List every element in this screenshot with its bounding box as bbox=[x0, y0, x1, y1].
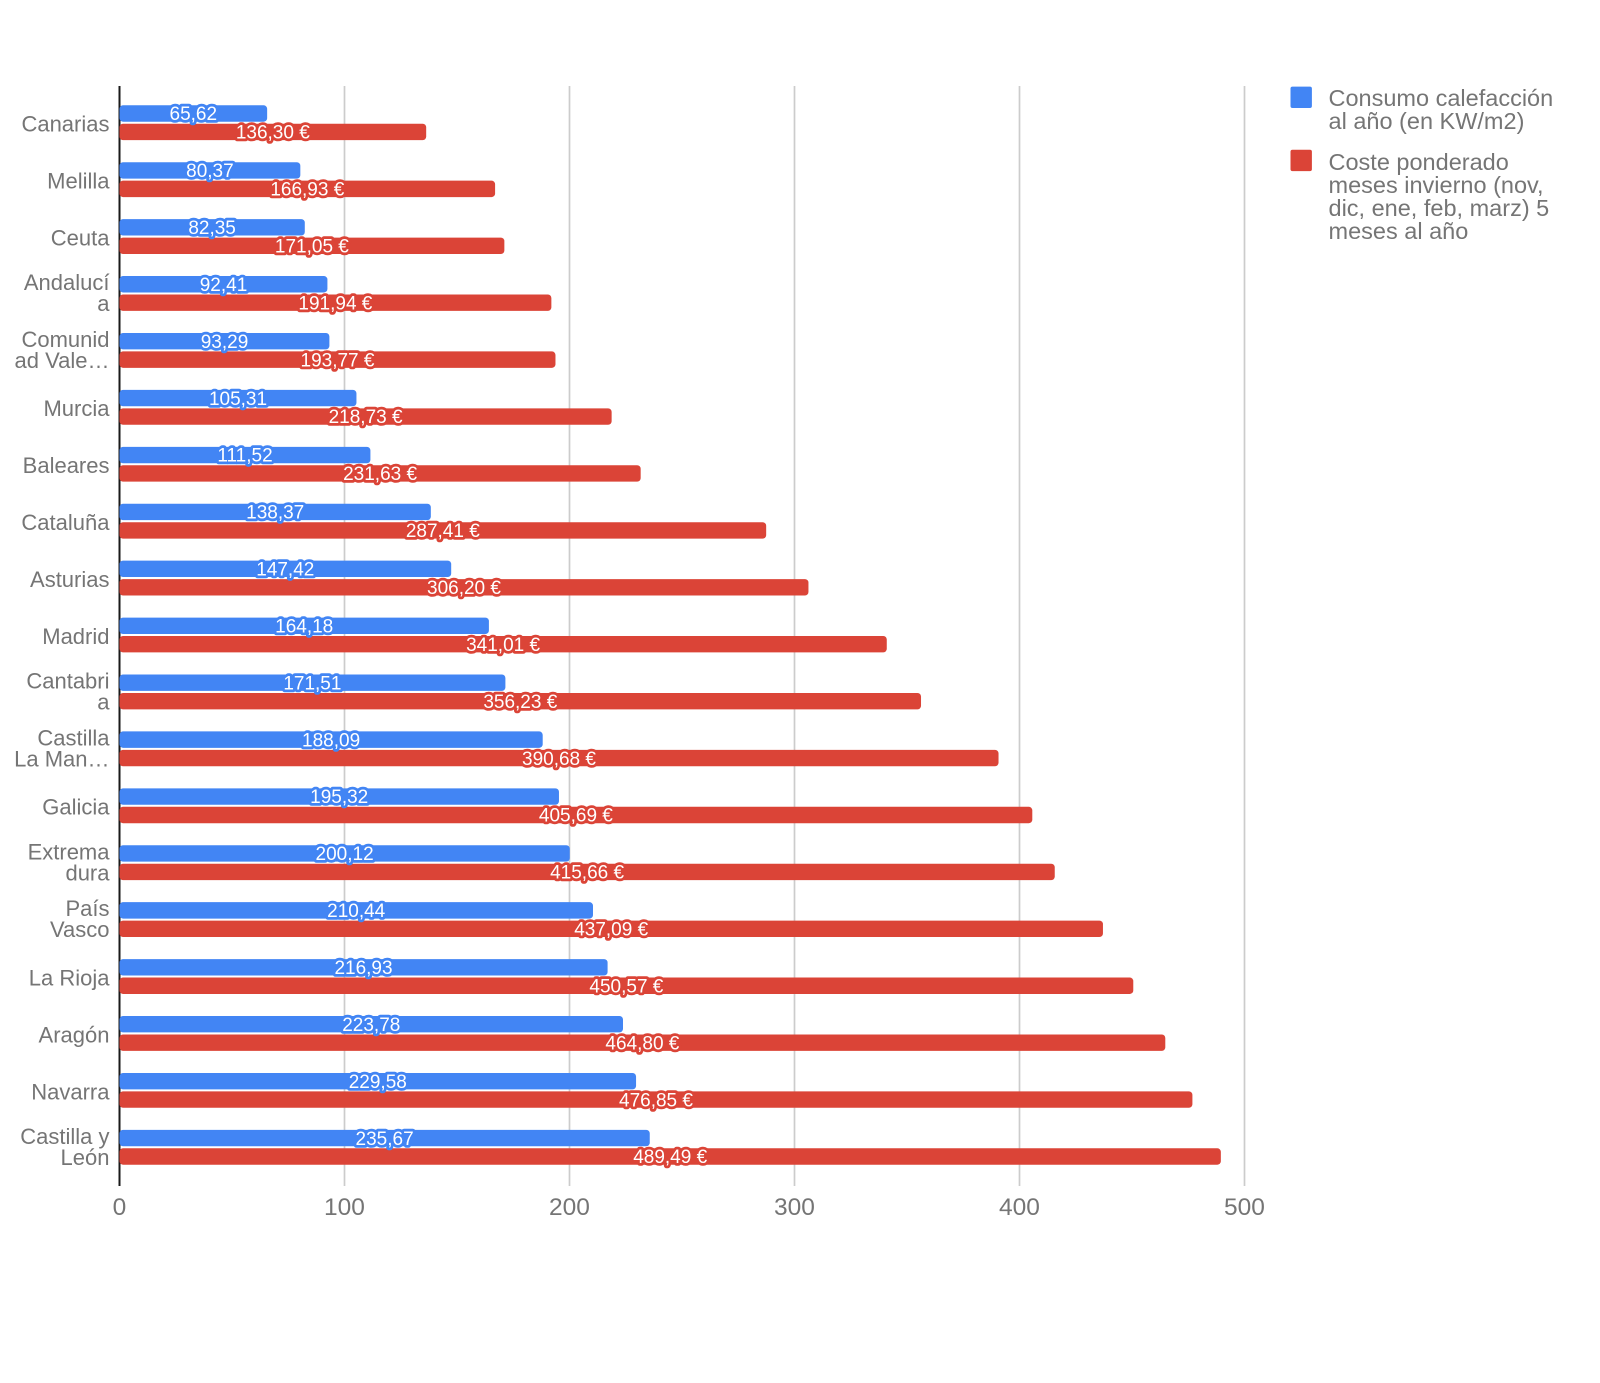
svg-text:235,67: 235,67 bbox=[356, 1129, 414, 1150]
svg-text:Extrema: Extrema bbox=[28, 839, 111, 864]
svg-text:390,68 €: 390,68 € bbox=[522, 749, 596, 770]
svg-text:Consumo calefacción: Consumo calefacción bbox=[1329, 85, 1554, 111]
svg-text:dic, ene, feb, marz) 5: dic, ene, feb, marz) 5 bbox=[1329, 195, 1550, 221]
svg-text:111,52: 111,52 bbox=[217, 446, 272, 467]
svg-text:Castilla y: Castilla y bbox=[20, 1124, 109, 1149]
svg-text:Murcia: Murcia bbox=[43, 396, 110, 421]
svg-text:229,58: 229,58 bbox=[349, 1072, 407, 1093]
svg-text:306,20 €: 306,20 € bbox=[427, 578, 501, 599]
svg-text:300: 300 bbox=[774, 1194, 815, 1221]
svg-text:0: 0 bbox=[113, 1194, 127, 1221]
svg-text:meses invierno (nov,: meses invierno (nov, bbox=[1329, 172, 1544, 198]
svg-text:166,93 €: 166,93 € bbox=[270, 180, 344, 201]
svg-text:218,73 €: 218,73 € bbox=[329, 407, 403, 428]
svg-text:195,32: 195,32 bbox=[310, 787, 368, 808]
svg-text:171,51: 171,51 bbox=[283, 673, 341, 694]
svg-text:287,41 €: 287,41 € bbox=[406, 521, 480, 542]
svg-text:191,94 €: 191,94 € bbox=[298, 293, 372, 314]
svg-text:92,41: 92,41 bbox=[200, 275, 248, 296]
svg-text:105,31: 105,31 bbox=[209, 389, 267, 410]
svg-text:100: 100 bbox=[324, 1194, 365, 1221]
svg-text:200,12: 200,12 bbox=[316, 844, 374, 865]
svg-text:Galicia: Galicia bbox=[42, 795, 110, 820]
svg-text:171,05 €: 171,05 € bbox=[275, 237, 349, 258]
svg-text:Vasco: Vasco bbox=[50, 917, 110, 942]
svg-text:Asturias: Asturias bbox=[30, 567, 109, 592]
svg-text:400: 400 bbox=[999, 1194, 1040, 1221]
svg-text:464,80 €: 464,80 € bbox=[605, 1033, 679, 1054]
svg-text:Navarra: Navarra bbox=[31, 1079, 110, 1104]
svg-text:231,63 €: 231,63 € bbox=[343, 464, 417, 485]
svg-text:Canarias: Canarias bbox=[21, 112, 109, 137]
svg-text:136,30 €: 136,30 € bbox=[236, 123, 310, 144]
svg-text:Melilla: Melilla bbox=[47, 169, 110, 194]
svg-text:188,09: 188,09 bbox=[302, 730, 360, 751]
svg-text:65,62: 65,62 bbox=[170, 104, 218, 125]
svg-text:a: a bbox=[97, 690, 110, 715]
svg-text:223,78: 223,78 bbox=[342, 1015, 400, 1036]
svg-text:Cantabri: Cantabri bbox=[26, 669, 109, 694]
svg-text:476,85 €: 476,85 € bbox=[619, 1090, 693, 1111]
svg-text:356,23 €: 356,23 € bbox=[483, 692, 557, 713]
svg-text:Coste ponderado: Coste ponderado bbox=[1329, 149, 1509, 175]
svg-text:Castilla: Castilla bbox=[37, 726, 110, 751]
svg-text:Baleares: Baleares bbox=[23, 453, 110, 478]
svg-text:82,35: 82,35 bbox=[188, 218, 236, 239]
svg-text:País: País bbox=[65, 896, 109, 921]
svg-text:Comunid: Comunid bbox=[21, 327, 109, 352]
svg-text:al año (en KW/m2): al año (en KW/m2) bbox=[1329, 108, 1525, 134]
svg-text:138,37: 138,37 bbox=[246, 503, 304, 524]
svg-text:Cataluña: Cataluña bbox=[21, 510, 110, 535]
svg-text:200: 200 bbox=[549, 1194, 590, 1221]
svg-text:500: 500 bbox=[1224, 1194, 1265, 1221]
svg-text:Andalucí: Andalucí bbox=[24, 270, 110, 295]
svg-text:ad Vale…: ad Vale… bbox=[15, 348, 110, 373]
svg-text:216,93: 216,93 bbox=[334, 958, 392, 979]
svg-text:dura: dura bbox=[65, 860, 110, 885]
svg-text:La Man…: La Man… bbox=[14, 747, 109, 772]
svg-text:415,66 €: 415,66 € bbox=[550, 863, 624, 884]
svg-text:450,57 €: 450,57 € bbox=[589, 977, 663, 998]
svg-text:93,29: 93,29 bbox=[201, 332, 249, 353]
svg-text:Madrid: Madrid bbox=[42, 624, 109, 649]
svg-text:80,37: 80,37 bbox=[186, 161, 234, 182]
svg-text:489,49 €: 489,49 € bbox=[633, 1147, 707, 1168]
svg-text:147,42: 147,42 bbox=[256, 560, 314, 581]
svg-text:210,44: 210,44 bbox=[327, 901, 386, 922]
svg-text:meses al año: meses al año bbox=[1329, 218, 1469, 244]
svg-text:437,09 €: 437,09 € bbox=[574, 920, 648, 941]
svg-text:193,77 €: 193,77 € bbox=[301, 350, 375, 371]
svg-text:La Rioja: La Rioja bbox=[29, 966, 110, 991]
svg-text:164,18: 164,18 bbox=[275, 617, 333, 638]
svg-text:Ceuta: Ceuta bbox=[51, 226, 110, 251]
svg-text:León: León bbox=[61, 1145, 110, 1170]
svg-text:405,69 €: 405,69 € bbox=[539, 806, 613, 827]
svg-text:341,01 €: 341,01 € bbox=[466, 635, 540, 656]
svg-text:Aragón: Aragón bbox=[39, 1022, 110, 1047]
svg-text:a: a bbox=[97, 291, 110, 316]
